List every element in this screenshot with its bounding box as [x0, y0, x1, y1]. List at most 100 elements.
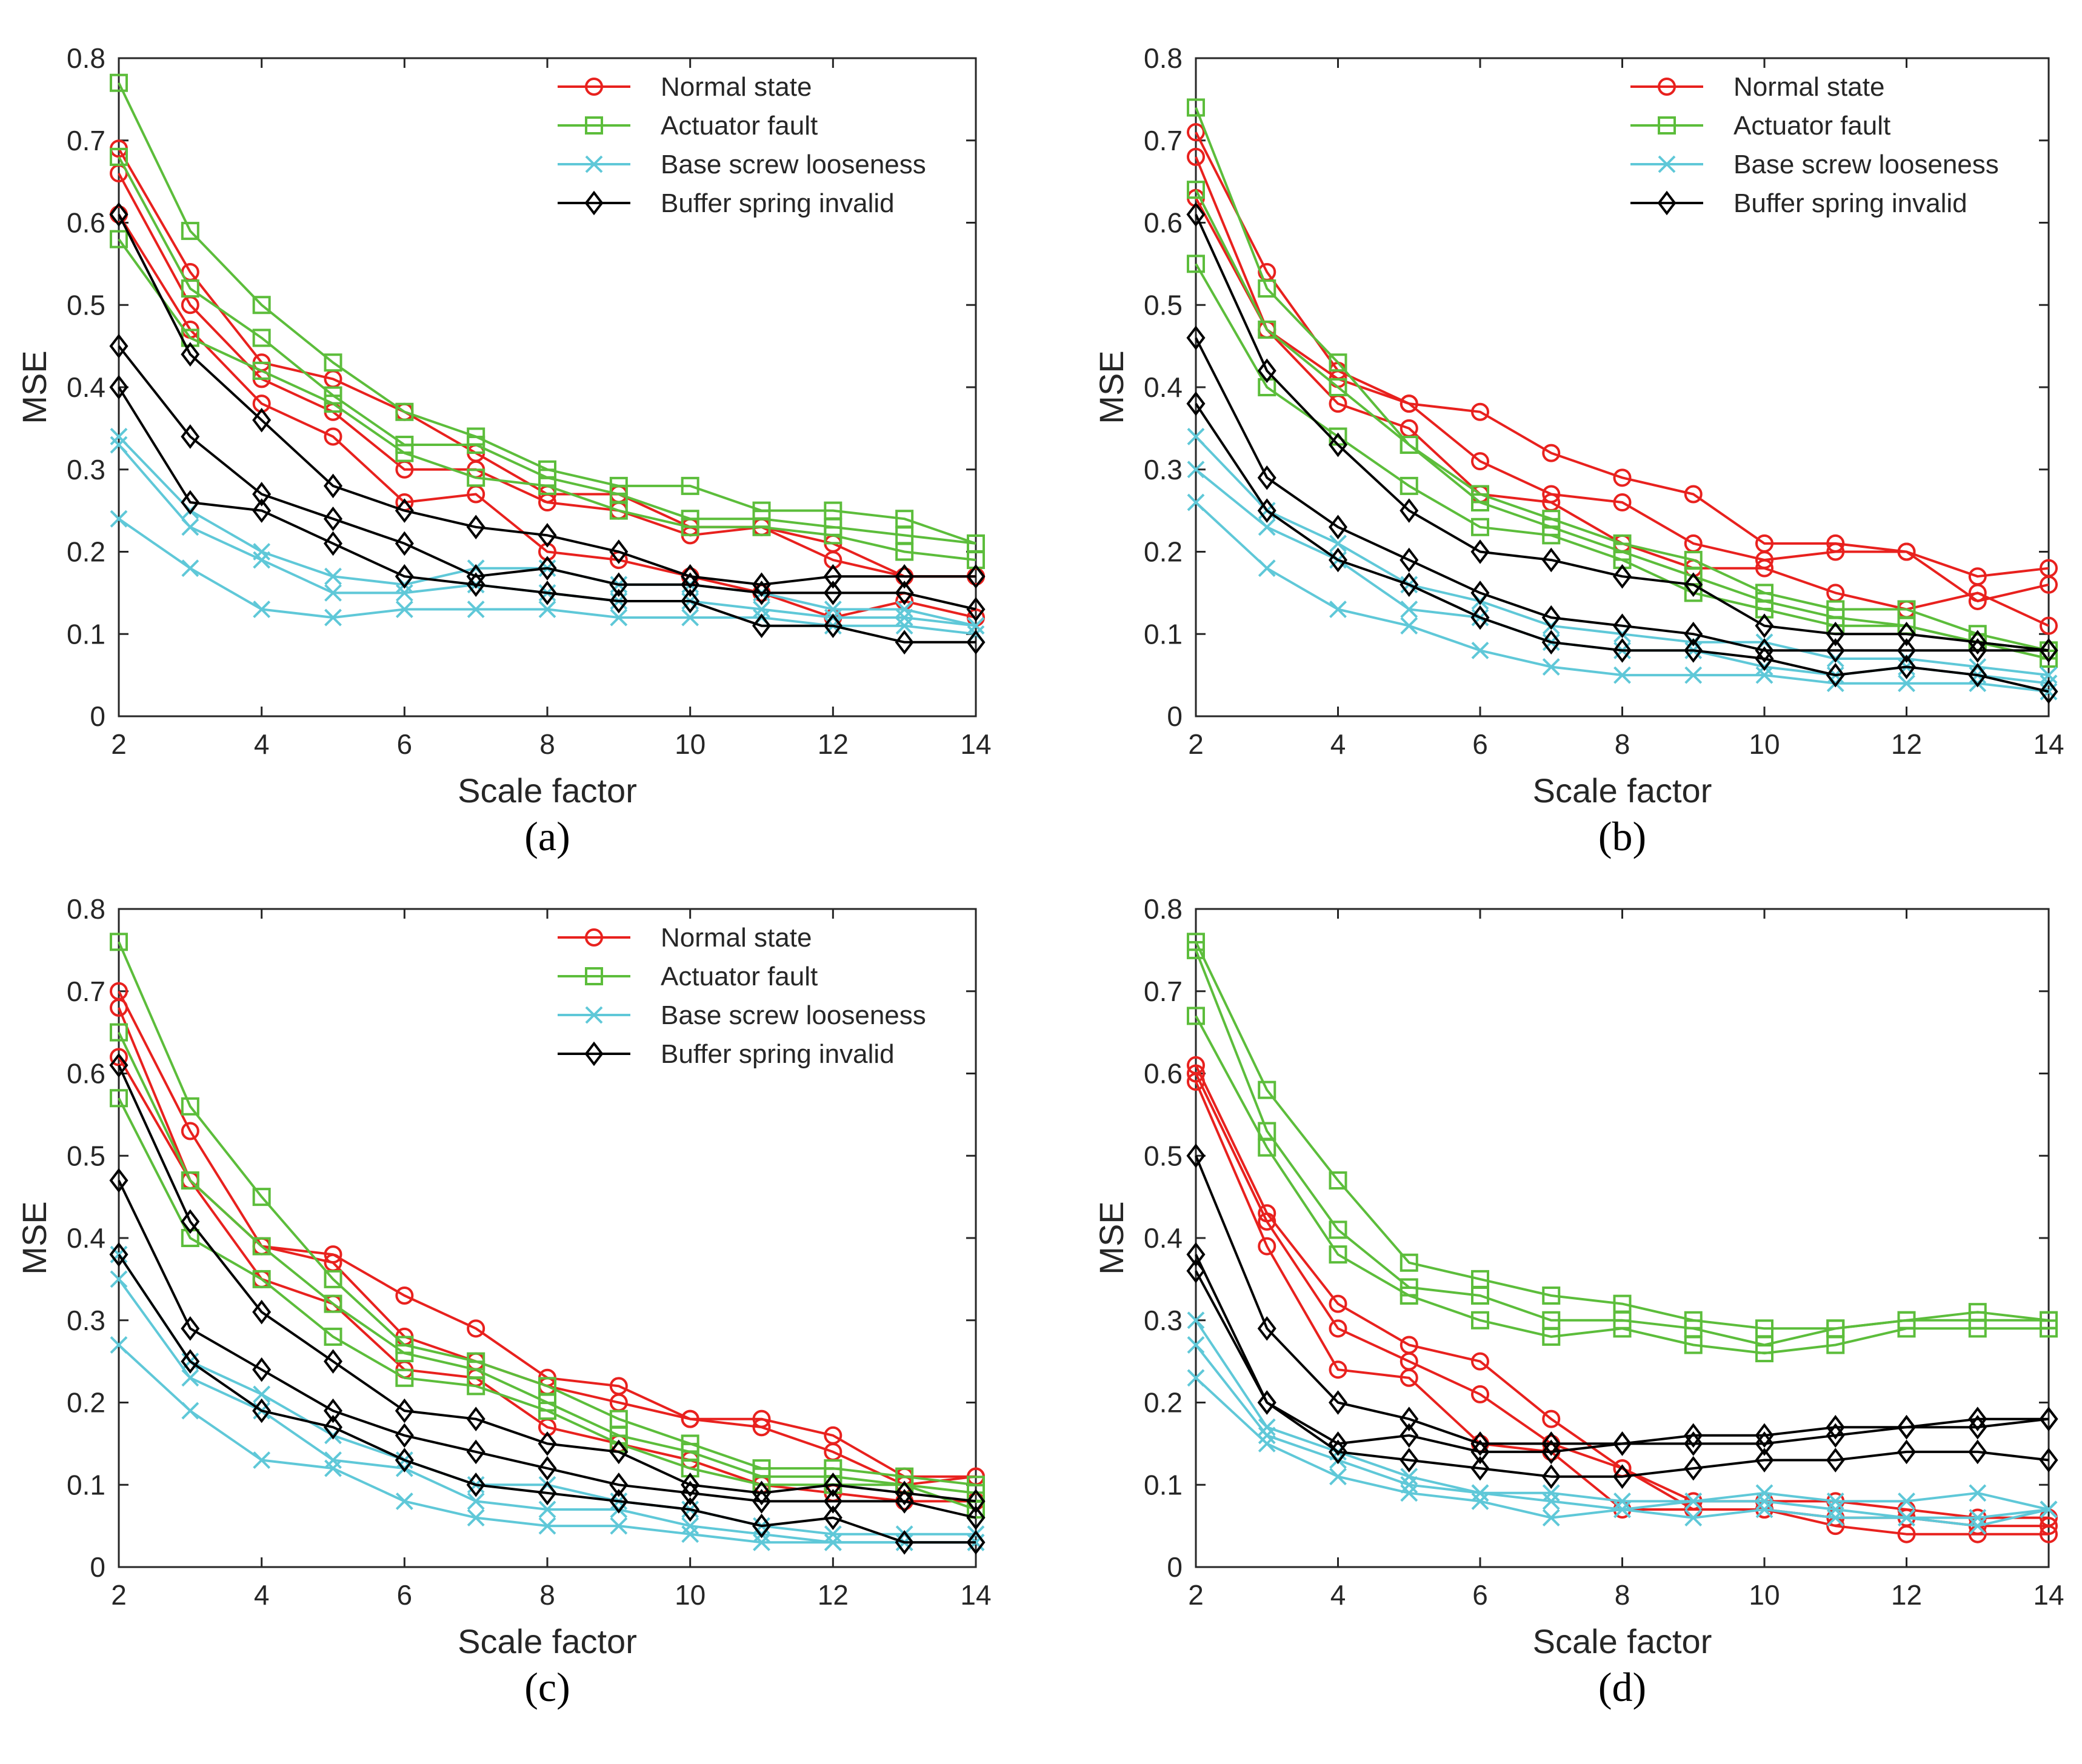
- data-point: [610, 1517, 628, 1535]
- data-point: [1968, 1414, 1987, 1440]
- data-point: [1755, 1484, 1773, 1502]
- data-point: [110, 436, 128, 454]
- data-point: [110, 1270, 128, 1288]
- panel-caption: (b): [1598, 813, 1646, 859]
- data-point: [1612, 564, 1632, 589]
- data-point: [1258, 1418, 1276, 1436]
- data-point: [1186, 1143, 1206, 1168]
- data-point: [323, 506, 343, 531]
- data-point: [324, 1327, 342, 1346]
- data-point: [538, 581, 557, 605]
- x-tick-label: 2: [1188, 728, 1204, 760]
- legend-marker: [585, 116, 603, 135]
- data-point: [1400, 436, 1418, 454]
- data-point: [1471, 493, 1489, 512]
- data-point: [1612, 638, 1632, 663]
- series-normal-state: [1187, 1056, 2058, 1543]
- data-point: [2040, 616, 2058, 635]
- data-point: [1187, 255, 1205, 273]
- data-point: [538, 1431, 557, 1456]
- series-line: [1195, 337, 2049, 652]
- data-point: [1542, 526, 1561, 545]
- data-point: [252, 482, 272, 507]
- y-tick-label: 0.2: [67, 536, 105, 568]
- data-point: [395, 1344, 414, 1363]
- data-point: [109, 1168, 128, 1193]
- data-point: [395, 402, 414, 421]
- data-point: [253, 1451, 271, 1469]
- data-point: [1329, 1220, 1347, 1239]
- legend-entry-label: Normal state: [1733, 72, 1884, 102]
- data-point: [1329, 1468, 1347, 1486]
- series-line: [118, 1180, 976, 1519]
- chart-panel-d: 2 4 6 8 10 12 14 0 0.1 0.2 0.3 0.4 0.5 0.6 0.7 0.8 Scale…: [1092, 893, 2064, 1710]
- data-point: [1470, 1431, 1490, 1456]
- y-tick-label: 0.7: [1144, 976, 1183, 1007]
- y-tick-label: 0.8: [1144, 893, 1183, 925]
- data-point: [1542, 1286, 1561, 1305]
- data-point: [1470, 605, 1490, 630]
- data-point: [1684, 1492, 1703, 1510]
- data-point: [467, 1377, 485, 1396]
- data-point: [1400, 1423, 1419, 1448]
- data-point: [181, 518, 199, 536]
- y-tick-label: 0.6: [1144, 1058, 1183, 1090]
- data-point: [1826, 1500, 1844, 1519]
- data-point: [538, 1480, 557, 1506]
- series-buffer-spring-invalid: [1186, 1143, 2058, 1489]
- data-point: [467, 1492, 485, 1510]
- data-point: [466, 572, 485, 597]
- data-point: [252, 1357, 272, 1382]
- data-point: [823, 1472, 842, 1497]
- x-tick-label: 2: [1188, 1579, 1204, 1611]
- data-point: [1968, 1439, 1987, 1465]
- data-point: [1684, 485, 1703, 504]
- data-point: [1897, 1439, 1917, 1465]
- data-point: [538, 556, 557, 581]
- data-point: [181, 1209, 200, 1234]
- data-point: [1541, 630, 1561, 655]
- y-tick-label: 0.6: [67, 207, 105, 239]
- data-point: [895, 542, 914, 561]
- data-point: [1755, 1448, 1774, 1473]
- data-point: [1470, 539, 1490, 564]
- data-point: [181, 1349, 200, 1374]
- series-actuator-fault: [110, 73, 985, 570]
- legend-marker: [585, 1006, 603, 1024]
- data-point: [752, 581, 772, 605]
- data-point: [1329, 353, 1347, 372]
- data-point: [1968, 1319, 1987, 1338]
- data-point: [1258, 1138, 1276, 1157]
- data-point: [681, 1517, 699, 1535]
- data-point: [752, 1489, 772, 1514]
- data-point: [109, 1053, 128, 1078]
- data-point: [1542, 1492, 1560, 1510]
- data-point: [1826, 621, 1845, 647]
- data-point: [1541, 1464, 1561, 1489]
- data-point: [681, 476, 699, 495]
- data-point: [1257, 465, 1276, 490]
- data-point: [110, 1048, 128, 1067]
- series-line: [1195, 941, 2049, 1330]
- chart-panel-a: 2 4 6 8 10 12 14 0 0.1 0.2 0.3 0.4 0.5 0.6 0.7 0.8 Scale…: [15, 42, 992, 859]
- data-point: [1542, 1509, 1560, 1526]
- x-tick-label: 4: [254, 728, 270, 760]
- legend-entry-label: Base screw looseness: [661, 1000, 926, 1030]
- data-point: [109, 202, 128, 227]
- y-tick-label: 0.5: [67, 289, 105, 321]
- panel-caption: (a): [524, 813, 570, 859]
- data-point: [395, 498, 414, 523]
- data-point: [1684, 1431, 1703, 1456]
- series-line: [118, 345, 976, 611]
- data-point: [823, 613, 842, 638]
- data-point: [1684, 1336, 1703, 1354]
- data-point: [1186, 325, 1206, 350]
- data-point: [1329, 601, 1347, 618]
- data-point: [1684, 572, 1703, 597]
- data-point: [681, 572, 700, 597]
- y-tick-label: 0.8: [1144, 42, 1183, 74]
- data-point: [253, 551, 271, 569]
- data-point: [1755, 646, 1774, 671]
- panel-caption: (c): [524, 1664, 570, 1710]
- data-point: [966, 597, 986, 622]
